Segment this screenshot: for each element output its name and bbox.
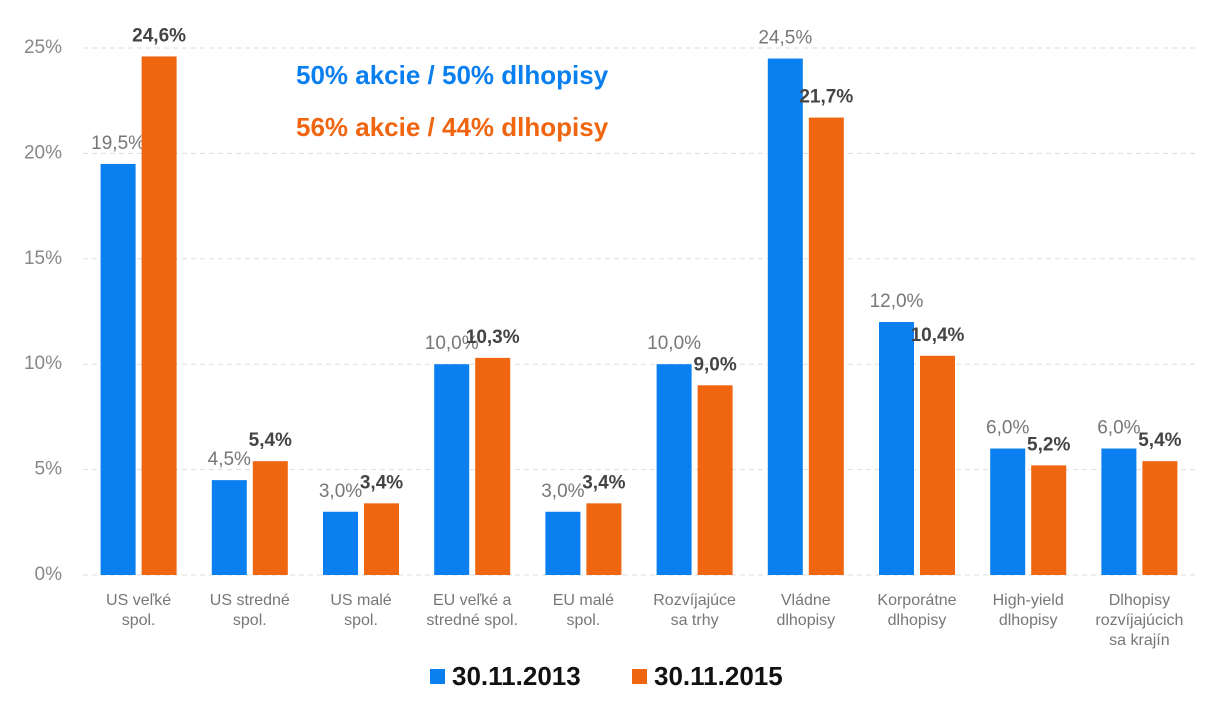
x-tick-label: High-yield dlhopisy: [992, 592, 1064, 629]
y-tick-label: 5%: [35, 459, 63, 480]
legend-label: 30.11.2015: [654, 661, 783, 691]
data-label: 3,0%: [541, 481, 584, 502]
data-label: 3,0%: [319, 481, 362, 502]
annotation: 50% akcie / 50% dlhopisy: [296, 60, 609, 90]
annotation: 56% akcie / 44% dlhopisy: [296, 112, 609, 142]
data-label: 21,7%: [799, 87, 853, 108]
bar: [879, 322, 914, 575]
bar: [656, 364, 692, 575]
y-tick-label: 15%: [24, 248, 62, 269]
bar: [1101, 448, 1137, 575]
x-tick-label: Vládne dlhopisy: [776, 592, 836, 629]
data-label: 10,0%: [425, 333, 479, 354]
bar: [920, 355, 955, 575]
x-tick-label: EU malé spol.: [552, 592, 615, 629]
x-tick-label: US stredné spol.: [209, 592, 290, 629]
bar: [434, 364, 470, 575]
bar: [586, 503, 622, 575]
data-label: 5,4%: [1138, 430, 1181, 451]
y-tick-label: 20%: [24, 142, 62, 163]
data-label: 5,4%: [249, 430, 292, 451]
x-tick-label: EU veľké a stredné spol.: [426, 592, 518, 629]
data-label: 3,4%: [360, 472, 403, 493]
bar: [1142, 461, 1178, 575]
data-label: 19,5%: [91, 133, 145, 154]
bar: [990, 448, 1026, 575]
legend-label: 30.11.2013: [452, 661, 581, 691]
data-label: 3,4%: [582, 472, 625, 493]
x-tick-label: US veľké spol.: [106, 592, 172, 629]
data-label: 5,2%: [1027, 434, 1070, 455]
y-tick-label: 25%: [24, 37, 62, 58]
data-label: 6,0%: [1097, 418, 1140, 439]
bar: [323, 511, 358, 575]
data-label: 10,3%: [466, 327, 520, 348]
bar: [100, 163, 136, 575]
y-tick-label: 0%: [35, 564, 63, 585]
data-label: 12,0%: [870, 291, 924, 312]
bar: [475, 357, 511, 575]
x-tick-label: Dlhopisy rozvíjajúcich sa krajín: [1095, 592, 1184, 649]
bar: [364, 503, 399, 575]
bar: [545, 511, 581, 575]
data-label: 24,5%: [758, 28, 812, 49]
legend-swatch: [632, 669, 647, 684]
legend-swatch: [430, 669, 445, 684]
bar: [697, 385, 733, 575]
data-label: 10,4%: [911, 325, 965, 346]
x-tick-label: Rozvíjajúce sa trhy: [653, 592, 736, 629]
data-label: 4,5%: [208, 449, 251, 470]
x-tick-label: US malé spol.: [330, 592, 392, 629]
bar: [141, 56, 177, 575]
bar: [211, 480, 247, 575]
bar: [808, 117, 844, 576]
data-label: 6,0%: [986, 418, 1029, 439]
bar: [252, 461, 288, 575]
data-label: 9,0%: [693, 354, 736, 375]
bar: [1031, 465, 1067, 575]
bar: [767, 58, 803, 576]
y-tick-label: 10%: [24, 353, 62, 374]
data-label: 10,0%: [647, 333, 701, 354]
data-label: 24,6%: [132, 25, 186, 46]
x-tick-label: Korporátne dlhopisy: [877, 592, 957, 629]
